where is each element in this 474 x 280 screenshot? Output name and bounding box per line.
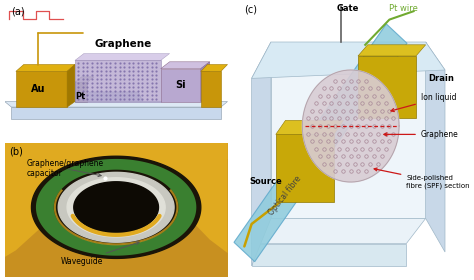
Text: Graphene/graphene
capacitor: Graphene/graphene capacitor — [27, 159, 104, 178]
Polygon shape — [67, 178, 165, 237]
Polygon shape — [276, 120, 344, 134]
Polygon shape — [75, 53, 170, 60]
Polygon shape — [85, 92, 143, 102]
Polygon shape — [36, 159, 196, 256]
Text: (a): (a) — [11, 7, 25, 17]
Polygon shape — [75, 82, 87, 102]
Polygon shape — [252, 42, 445, 78]
Text: (b): (b) — [9, 147, 23, 157]
Polygon shape — [58, 172, 174, 242]
Text: Drain: Drain — [428, 74, 454, 83]
Text: Side-polished
fibre (SPF) section: Side-polished fibre (SPF) section — [374, 168, 470, 189]
Polygon shape — [201, 65, 228, 71]
Polygon shape — [5, 102, 228, 107]
Text: Graphene: Graphene — [384, 130, 458, 139]
Polygon shape — [358, 45, 426, 56]
Polygon shape — [252, 218, 426, 244]
Polygon shape — [31, 156, 201, 258]
Polygon shape — [302, 70, 399, 182]
Polygon shape — [426, 42, 445, 252]
Polygon shape — [276, 134, 334, 202]
Polygon shape — [16, 71, 67, 107]
Polygon shape — [67, 65, 75, 107]
Text: Optical fibre: Optical fibre — [267, 175, 303, 217]
Polygon shape — [75, 60, 161, 102]
Polygon shape — [11, 107, 221, 120]
Text: Ion liquid: Ion liquid — [391, 94, 456, 112]
Text: Source: Source — [250, 178, 283, 186]
Polygon shape — [201, 62, 210, 102]
Polygon shape — [161, 62, 210, 69]
Polygon shape — [201, 71, 221, 107]
Text: Gate: Gate — [337, 4, 359, 13]
Text: Graphene: Graphene — [94, 39, 151, 49]
Polygon shape — [5, 143, 60, 277]
Text: Waveguide: Waveguide — [60, 242, 139, 266]
Text: Pt wire: Pt wire — [390, 4, 418, 13]
Text: Si: Si — [175, 80, 186, 90]
Text: Pt: Pt — [75, 92, 86, 101]
Polygon shape — [16, 65, 75, 71]
Polygon shape — [5, 143, 228, 188]
Text: (c): (c) — [245, 4, 257, 14]
Polygon shape — [271, 42, 426, 218]
Polygon shape — [161, 69, 201, 102]
Polygon shape — [234, 24, 407, 262]
Polygon shape — [172, 143, 228, 277]
Polygon shape — [252, 244, 406, 266]
Polygon shape — [252, 42, 271, 266]
Polygon shape — [358, 56, 416, 118]
Text: Au: Au — [31, 84, 46, 94]
Polygon shape — [75, 77, 94, 82]
Polygon shape — [74, 182, 158, 233]
